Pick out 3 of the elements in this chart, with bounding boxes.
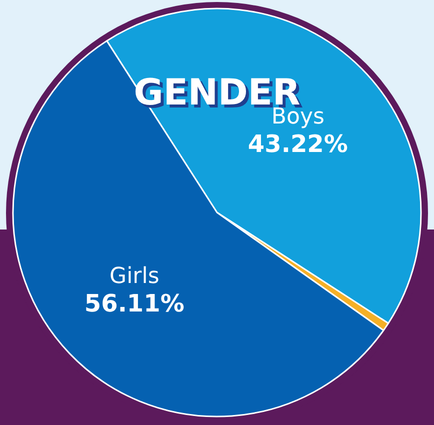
data-label: 56.11%: [84, 290, 184, 318]
slice-label: Girls: [110, 264, 160, 290]
data-label: 43.22%: [248, 130, 348, 158]
